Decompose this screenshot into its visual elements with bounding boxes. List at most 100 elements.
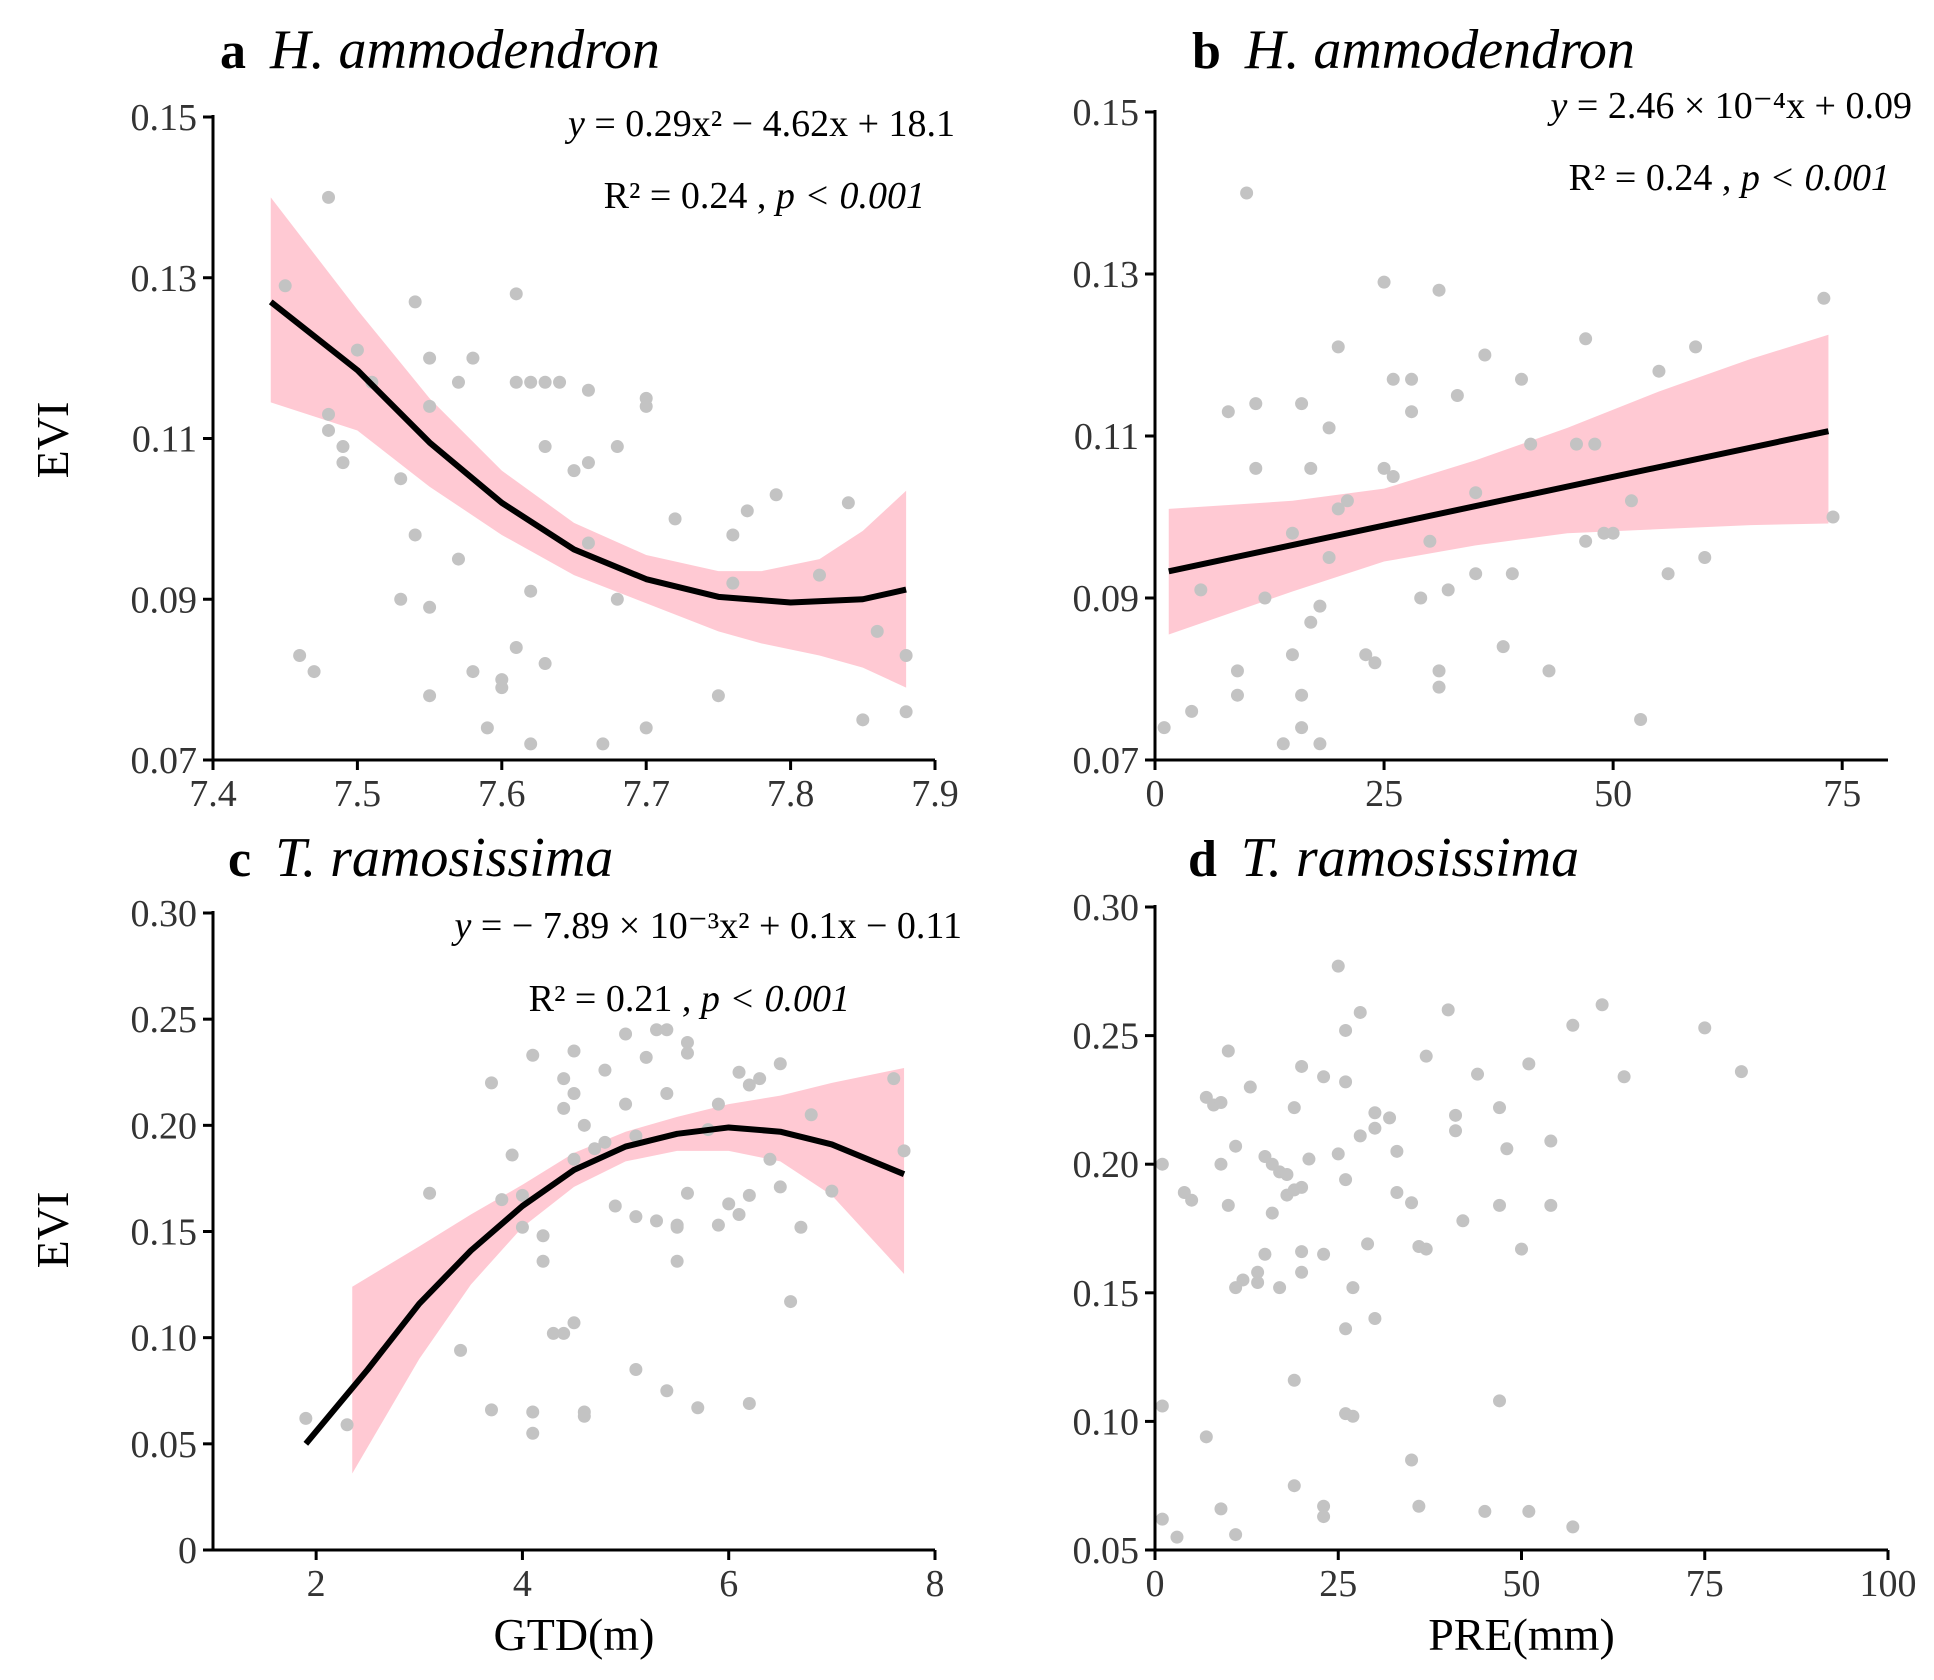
data-point xyxy=(557,1072,571,1086)
data-point xyxy=(742,1396,756,1410)
data-point xyxy=(526,1405,540,1419)
data-point xyxy=(1185,704,1199,718)
data-point xyxy=(1522,1057,1536,1071)
x-tick-label: 0 xyxy=(1146,773,1165,815)
data-point xyxy=(1450,389,1464,402)
x-tick-label: 7.5 xyxy=(334,773,382,815)
data-point xyxy=(538,375,552,389)
data-point xyxy=(610,440,624,454)
x-axis-label: GTD(m) xyxy=(494,1609,655,1660)
fit-line xyxy=(303,1124,906,1446)
data-point xyxy=(1302,1152,1316,1166)
data-point xyxy=(629,1363,643,1377)
data-point xyxy=(1579,534,1593,548)
data-point xyxy=(451,375,465,389)
x-tick-label: 8 xyxy=(926,1563,945,1605)
data-point xyxy=(1295,1245,1309,1259)
fit-equation: y = − 7.89 × 10⁻³x² + 0.1x − 0.11 xyxy=(451,905,962,947)
panel-c: 0 0.05 0.10 0.15 0.20 0.25 0.30 2 4 6 8 c T. ramosis… xyxy=(27,827,962,1660)
data-point xyxy=(484,1076,498,1090)
data-point xyxy=(1295,1180,1309,1194)
data-point xyxy=(1652,364,1666,378)
data-point xyxy=(629,1210,643,1224)
data-point xyxy=(526,1048,540,1062)
x-tick-label: 4 xyxy=(513,1563,532,1605)
panel-a: 0.07 0.09 0.11 0.13 0.15 7.4 7.5 7.6 7.7 7.8 7.9 a H… xyxy=(27,19,959,815)
data-point xyxy=(1287,1101,1301,1115)
data-point xyxy=(610,592,624,606)
data-point xyxy=(763,1152,777,1166)
data-point xyxy=(577,1409,591,1423)
data-point xyxy=(1661,567,1675,581)
y-tick-label: 0.10 xyxy=(131,1318,198,1360)
data-point xyxy=(1157,721,1171,735)
data-point xyxy=(639,721,653,735)
data-point xyxy=(394,472,408,486)
data-point xyxy=(1251,1265,1265,1279)
data-point xyxy=(1698,551,1712,564)
data-point xyxy=(466,665,480,679)
panel-title: c T. ramosissima xyxy=(228,827,613,889)
data-point xyxy=(577,1118,591,1132)
data-point xyxy=(598,1063,612,1077)
data-point xyxy=(1221,1044,1235,1058)
data-point xyxy=(1295,397,1309,411)
x-tick-label: 25 xyxy=(1319,1563,1357,1605)
x-tick-label: 7.6 xyxy=(478,773,526,815)
data-point xyxy=(1221,1198,1235,1212)
data-point xyxy=(1386,470,1400,483)
panel-letter: b xyxy=(1192,23,1221,80)
x-tick-label: 25 xyxy=(1365,773,1403,815)
y-tick-label: 0.20 xyxy=(131,1105,198,1147)
panel-title: a H. ammodendron xyxy=(220,19,660,81)
data-point xyxy=(1500,1142,1514,1156)
y-tick-label: 0.25 xyxy=(131,999,198,1041)
data-point xyxy=(1214,1502,1228,1516)
data-point xyxy=(1377,461,1391,475)
data-point xyxy=(1229,1528,1243,1542)
x-tick-label: 7.9 xyxy=(911,773,959,815)
x-tick-label: 50 xyxy=(1594,773,1632,815)
data-point xyxy=(1353,1129,1367,1143)
data-point xyxy=(742,1188,756,1202)
data-point xyxy=(1295,1059,1309,1073)
data-point xyxy=(1199,1430,1213,1444)
data-point xyxy=(1236,1273,1250,1287)
data-point xyxy=(1317,1499,1331,1513)
data-point xyxy=(1423,534,1437,548)
data-point xyxy=(1276,737,1290,751)
data-point xyxy=(870,624,884,638)
data-point xyxy=(1313,737,1327,751)
data-point xyxy=(1317,1070,1331,1084)
y-tick-label: 0.09 xyxy=(131,579,198,621)
data-point xyxy=(505,1148,519,1162)
data-point xyxy=(538,440,552,454)
data-point xyxy=(1515,1242,1528,1256)
data-point xyxy=(1229,1139,1243,1153)
data-point xyxy=(887,1072,901,1086)
y-tick-label: 0.15 xyxy=(131,1212,198,1254)
data-point xyxy=(423,689,437,703)
data-point xyxy=(1353,1005,1367,1019)
x-tick-label: 0 xyxy=(1146,1563,1165,1605)
data-point xyxy=(581,536,595,550)
data-point xyxy=(711,1218,725,1232)
data-point xyxy=(1471,1067,1485,1081)
data-point xyxy=(1689,340,1703,354)
data-point xyxy=(557,1101,571,1115)
data-point xyxy=(567,464,581,478)
data-point xyxy=(1214,1095,1228,1109)
data-point xyxy=(1368,1106,1382,1120)
data-point xyxy=(1331,1147,1345,1161)
data-point xyxy=(1432,664,1446,678)
data-point xyxy=(1346,1409,1360,1423)
data-point xyxy=(322,407,336,421)
data-point xyxy=(629,1129,643,1143)
data-point xyxy=(509,287,523,301)
data-point xyxy=(509,375,523,389)
data-point xyxy=(753,1072,767,1086)
data-point xyxy=(1304,615,1318,629)
data-point xyxy=(1313,599,1327,613)
data-point xyxy=(1194,583,1208,597)
data-point xyxy=(1449,1108,1463,1122)
